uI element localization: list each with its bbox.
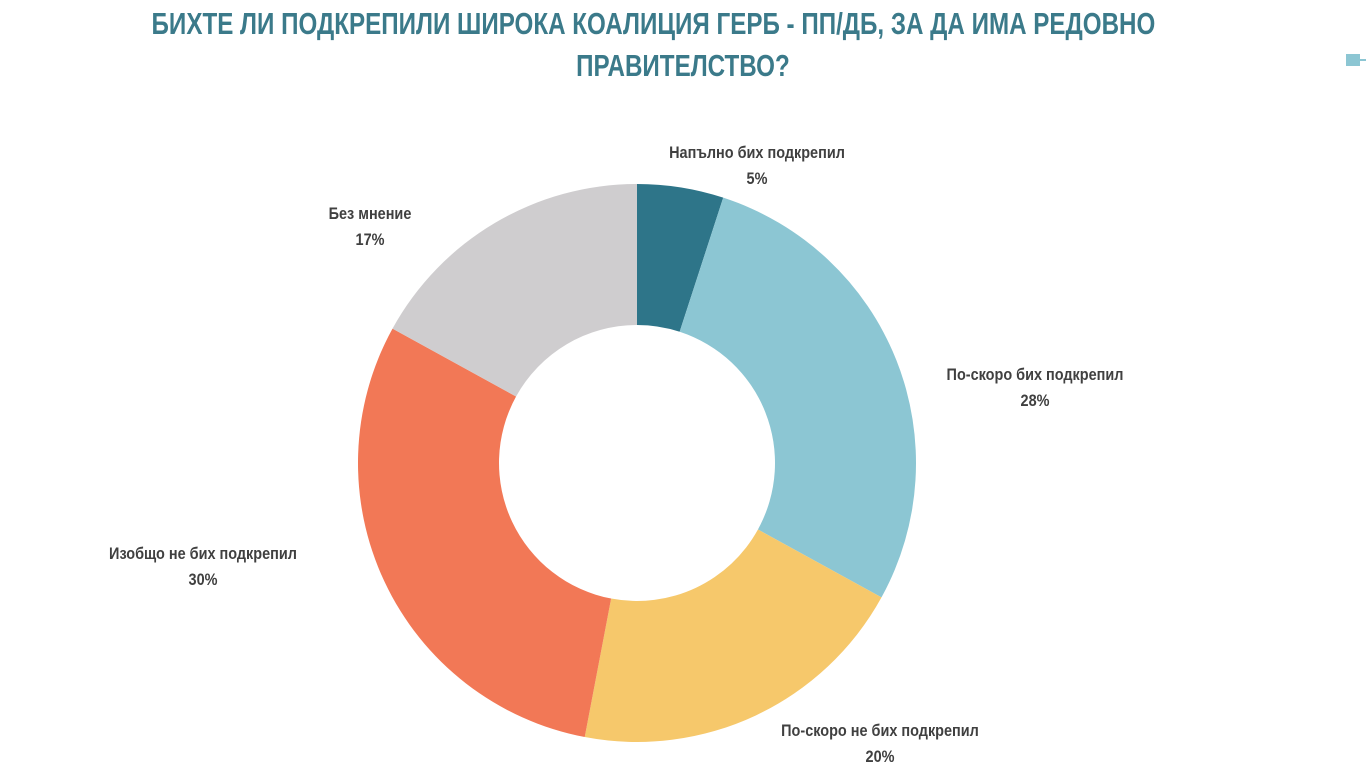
donut-slice-not-support-at-all: [357, 328, 612, 738]
slice-label-rather-not-support: По-скоро не бих подкрепил 20%: [781, 721, 979, 766]
legend-marker: [1346, 54, 1360, 66]
donut-slice-rather-support: [679, 197, 916, 598]
chart-title-line-1: БИХТЕ ЛИ ПОДКРЕПИЛИ ШИРОКА КОАЛИЦИЯ ГЕРБ…: [151, 6, 1155, 41]
slice-label-no-opinion: Без мнение 17%: [328, 204, 412, 249]
donut-slice-rather-not-support: [584, 529, 882, 742]
donut-slice-no-opinion: [392, 184, 637, 397]
legend-line: [1358, 59, 1366, 61]
slice-label-rather-support: По-скоро бих подкрепил 28%: [946, 365, 1124, 410]
slice-label-fully-support: Напълно бих подкрепил 5%: [669, 143, 845, 188]
donut-slice-fully-support: [637, 184, 724, 332]
slice-label-not-support-at-all: Изобщо не бих подкрепил 30%: [109, 544, 297, 589]
chart-title-line-2: ПРАВИТЕЛСТВО?: [576, 48, 790, 83]
